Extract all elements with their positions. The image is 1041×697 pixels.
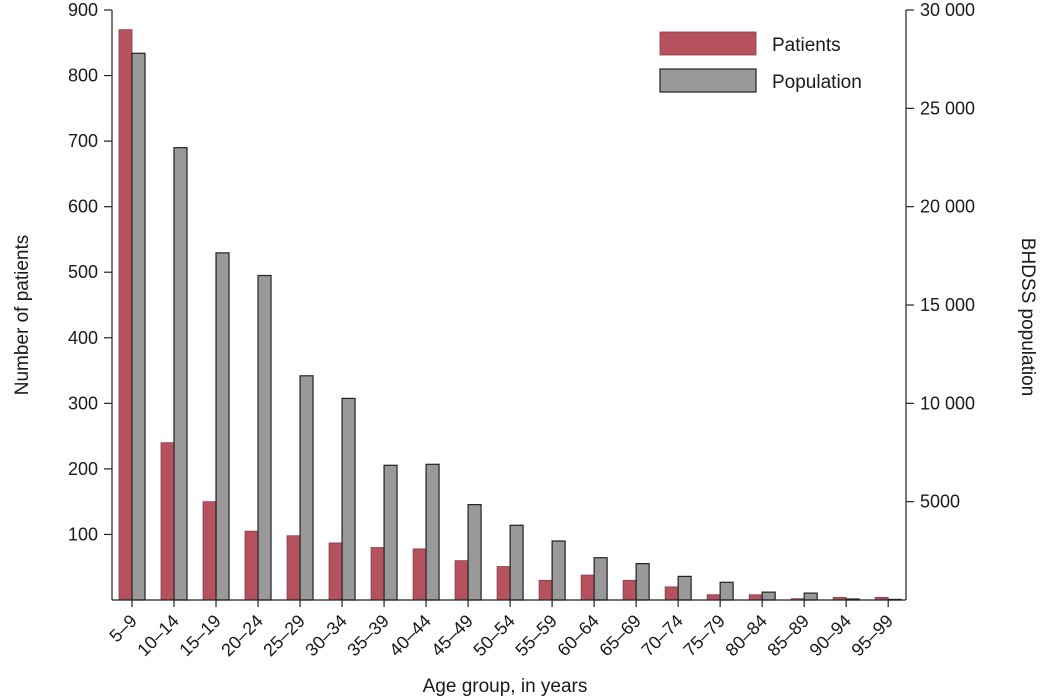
left-y-tick-label: 300: [68, 393, 98, 413]
x-tick-label: 70–74: [637, 611, 687, 661]
x-tick-label: 35–39: [343, 611, 393, 661]
bar-patients: [328, 542, 343, 601]
x-tick-label: 40–44: [385, 611, 435, 661]
bar-population: [551, 540, 566, 601]
x-tick-label: 25–29: [259, 611, 309, 661]
bar-patients: [370, 547, 385, 601]
x-tick-label: 80–84: [721, 611, 771, 661]
right-y-tick-label: 30 000: [920, 0, 975, 20]
bar-population: [803, 592, 818, 601]
left-y-tick-label: 900: [68, 0, 98, 20]
y-axis-title: Number of patients: [12, 235, 33, 396]
bar-population: [425, 463, 440, 601]
right-y-tick-label: 25 000: [920, 98, 975, 118]
x-tick-label: 15–19: [175, 611, 225, 661]
x-tick-label: 60–64: [553, 611, 603, 661]
left-y-tick-label: 600: [68, 197, 98, 217]
right-y-tick-label: 20 000: [920, 197, 975, 217]
bar-population: [509, 524, 524, 601]
left-y-tick-label: 500: [68, 262, 98, 282]
x-tick-label: 55–59: [511, 611, 561, 661]
legend-label-population: Population: [772, 72, 862, 93]
right-y-tick-label: 10 000: [920, 393, 975, 413]
legend-swatch-population: [659, 68, 757, 93]
x-tick-label: 10–14: [133, 611, 183, 661]
bar-population: [173, 147, 188, 601]
axes-layer: [111, 10, 907, 601]
bar-population: [299, 375, 314, 601]
x-tick-label: 50–54: [469, 611, 519, 661]
bar-patients: [622, 579, 637, 601]
bar-population: [215, 252, 230, 601]
x-tick-label: 75–79: [679, 611, 729, 661]
bar-population: [719, 581, 734, 601]
bar-patients: [748, 594, 763, 601]
bar-patients: [664, 586, 679, 601]
bar-patients: [118, 29, 133, 601]
bar-patients: [244, 530, 259, 601]
bar-patients: [496, 566, 511, 601]
bar-population: [467, 504, 482, 601]
x-tick-label: 85–89: [763, 611, 813, 661]
x-tick-label: 65–69: [595, 611, 645, 661]
right-y-tick-label: 5000: [920, 492, 960, 512]
bar-patients: [706, 594, 721, 601]
legend: Patients Population: [659, 31, 862, 93]
bar-patients: [454, 560, 469, 601]
bar-patients: [412, 548, 427, 601]
bar-patients: [202, 501, 217, 601]
bar-patients: [538, 579, 553, 601]
x-tick-label: 30–34: [301, 611, 351, 661]
bar-population: [341, 397, 356, 601]
left-y-tick-label: 400: [68, 328, 98, 348]
bar-population: [677, 575, 692, 601]
bar-population: [593, 557, 608, 601]
left-y-tick-label: 700: [68, 131, 98, 151]
left-y-tick-label: 800: [68, 66, 98, 86]
bars-layer: [118, 29, 902, 601]
legend-label-patients: Patients: [772, 35, 841, 56]
left-y-tick-label: 100: [68, 524, 98, 544]
bar-patients: [286, 535, 301, 601]
x-tick-label: 20–24: [217, 611, 267, 661]
y2-axis-title: BHDSS population: [1017, 238, 1038, 396]
bar-population: [635, 563, 650, 601]
legend-swatch-patients: [659, 31, 757, 56]
bar-population: [383, 464, 398, 601]
x-tick-label: 95–99: [847, 611, 897, 661]
x-tick-label: 45–49: [427, 611, 477, 661]
right-y-tick-label: 15 000: [920, 295, 975, 315]
x-tick-label: 90–94: [805, 611, 855, 661]
bar-patients: [160, 442, 175, 601]
bar-population: [761, 591, 776, 601]
bar-population: [257, 274, 272, 601]
x-axis-title: Age group, in years: [423, 676, 588, 697]
bar-patients: [580, 574, 595, 601]
bar-population: [131, 52, 146, 601]
x-tick-label: 5–9: [105, 611, 140, 646]
left-y-tick-label: 200: [68, 459, 98, 479]
